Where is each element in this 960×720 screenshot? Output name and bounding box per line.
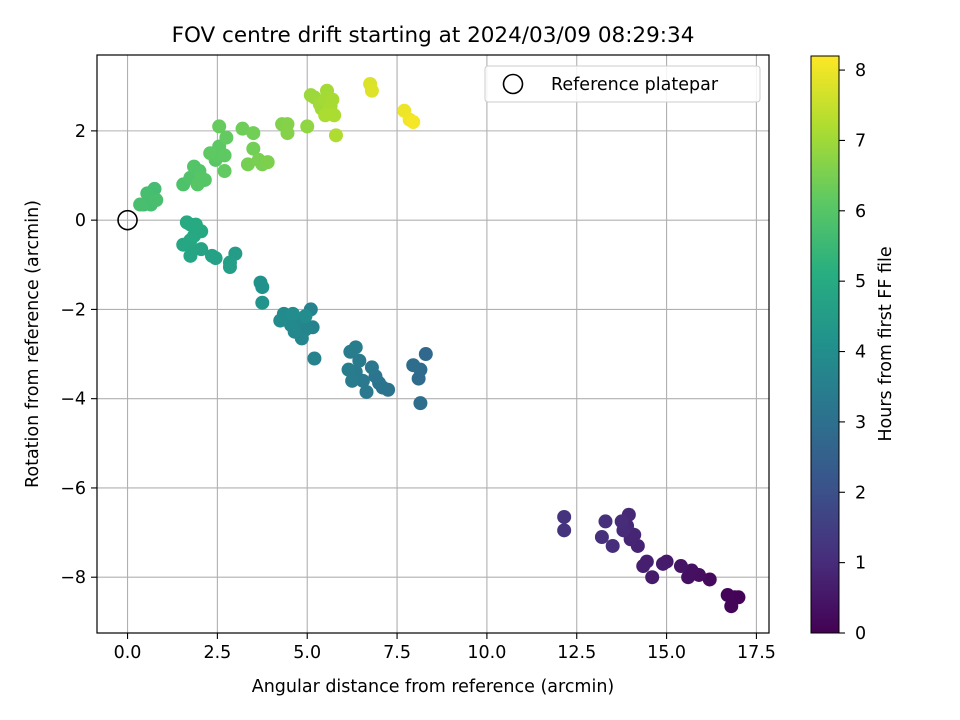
y-tick-label: 2: [75, 122, 86, 142]
colorbar-tick-label: 3: [855, 413, 866, 433]
data-point: [217, 164, 232, 179]
data-point: [133, 197, 148, 212]
data-point: [298, 309, 313, 324]
data-point: [614, 514, 629, 529]
colorbar-gradient: [810, 55, 840, 634]
data-point: [364, 83, 379, 98]
y-axis-label: Rotation from reference (arcmin): [23, 200, 43, 488]
data-point: [197, 172, 212, 187]
x-tick-label: 12.5: [557, 643, 596, 663]
colorbar-tick-label: 8: [855, 61, 866, 81]
data-point: [359, 384, 374, 399]
data-point: [212, 119, 227, 134]
data-point: [255, 280, 270, 295]
data-point: [280, 126, 295, 141]
data-point: [345, 373, 360, 388]
y-tick-label: −8: [60, 568, 86, 588]
data-point: [219, 130, 234, 145]
data-point: [217, 148, 232, 163]
data-point: [260, 155, 275, 170]
data-point: [179, 215, 194, 230]
grid-lines: [97, 55, 769, 633]
data-point: [285, 306, 300, 321]
data-point: [557, 523, 572, 538]
data-point: [348, 340, 363, 355]
x-tick-label: 5.0: [293, 643, 321, 663]
colorbar-tick-label: 6: [855, 202, 866, 222]
data-point: [149, 193, 164, 208]
data-point: [605, 538, 620, 553]
y-tick-label: −4: [60, 390, 86, 410]
y-tick-label: −2: [60, 300, 86, 320]
data-point: [406, 114, 421, 129]
chart-title: FOV centre drift starting at 2024/03/09 …: [172, 23, 695, 48]
data-point: [235, 121, 250, 136]
data-point: [325, 92, 340, 107]
y-tick-label: 0: [75, 211, 86, 231]
x-axis-ticks: 0.0 2.5 5.0 7.5 10.0 12.5 15.0 17.5: [114, 633, 776, 663]
data-point: [318, 108, 333, 123]
data-point: [204, 248, 219, 263]
colorbar-tick-label: 1: [855, 554, 866, 574]
data-point: [636, 559, 651, 574]
data-point: [246, 141, 261, 156]
y-axis-ticks: −8 −6 −4 −2 0 2: [60, 122, 97, 588]
legend: Reference platepar: [484, 65, 761, 103]
colorbar: 0 1 2 3 4 5 6 7 8 Hours from first FF file: [810, 55, 896, 644]
data-point: [203, 146, 218, 161]
colorbar-ticks: 0 1 2 3 4 5 6 7 8: [839, 61, 866, 644]
data-point: [418, 347, 433, 362]
data-point: [413, 396, 428, 411]
data-point: [352, 353, 367, 368]
data-point: [598, 514, 613, 529]
data-point: [255, 295, 270, 310]
data-point: [364, 360, 379, 375]
data-point: [645, 570, 660, 585]
x-tick-label: 2.5: [203, 643, 231, 663]
plot-frame: [96, 54, 770, 634]
colorbar-tick-label: 5: [855, 272, 866, 292]
data-point: [183, 248, 198, 263]
colorbar-tick-label: 2: [855, 483, 866, 503]
data-point: [724, 599, 739, 614]
reference-marker: [117, 209, 138, 231]
data-point: [406, 358, 421, 373]
legend-reference-icon: [502, 73, 524, 95]
x-tick-label: 10.0: [467, 643, 506, 663]
data-point: [246, 126, 261, 141]
data-point: [328, 128, 343, 143]
data-point: [702, 572, 717, 587]
data-point: [557, 509, 572, 524]
legend-reference-label: Reference platepar: [551, 75, 719, 95]
data-point: [341, 362, 356, 377]
data-points: [133, 77, 746, 614]
data-point: [300, 119, 315, 134]
colorbar-tick-label: 4: [855, 343, 866, 363]
data-point: [673, 559, 688, 574]
x-tick-label: 7.5: [383, 643, 411, 663]
data-point: [240, 157, 255, 172]
legend-box: [484, 65, 761, 103]
colorbar-label: Hours from first FF file: [876, 246, 896, 441]
data-point: [655, 556, 670, 571]
data-point: [222, 255, 237, 270]
data-point: [411, 371, 426, 386]
y-tick-label: −6: [60, 479, 86, 499]
data-point: [273, 313, 288, 328]
colorbar-tick-label: 0: [855, 624, 866, 644]
data-point: [681, 570, 696, 585]
x-axis-label: Angular distance from reference (arcmin): [252, 677, 615, 697]
x-tick-label: 15.0: [647, 643, 686, 663]
data-point: [720, 588, 735, 603]
x-tick-label: 17.5: [737, 643, 776, 663]
x-tick-label: 0.0: [114, 643, 142, 663]
data-point: [594, 530, 609, 545]
colorbar-tick-label: 7: [855, 131, 866, 151]
data-point: [307, 351, 322, 366]
